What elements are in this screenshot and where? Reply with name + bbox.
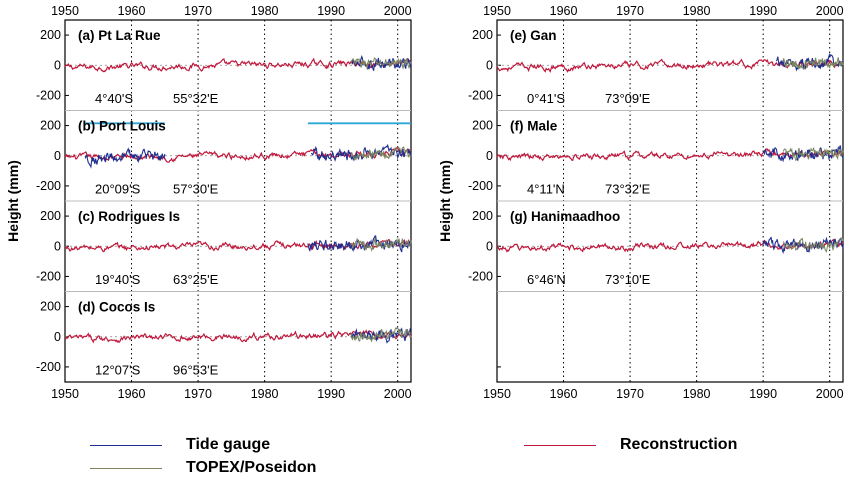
legend-reconstruction-swatch [524,444,596,446]
x-tick-label-top: 1990 [317,4,345,18]
legend-topex-swatch [90,467,162,469]
panel-latitude: 20°09'S [95,182,141,197]
x-tick-label-bottom: 1950 [51,387,79,401]
x-tick-label-top: 1950 [51,4,79,18]
x-tick-label-top: 1980 [683,4,711,18]
panel-longitude: 96°53'E [173,363,219,378]
y-tick-label: -200 [468,88,493,102]
x-tick-label-bottom: 1960 [550,387,578,401]
topex-line [782,57,844,71]
x-tick-label-top: 1970 [616,4,644,18]
x-tick-label-top: 1990 [749,4,777,18]
panel-label: (a) Pt La Rue [78,28,161,43]
x-tick-label-top: 1950 [483,4,511,18]
left-axes: 1950 1950 1960 1960 1970 1970 1980 1980 1990 1990… [5,4,412,401]
x-tick-label-bottom: 1990 [317,387,345,401]
legend-topex: TOPEX/Poseidon [90,459,316,477]
x-tick-label-bottom: 1990 [749,387,777,401]
topex-line [782,236,844,253]
x-tick-label-bottom: 1980 [251,387,279,401]
y-tick-label: 200 [40,28,61,42]
panel-3: (d) Cocos Is 12°07'S 96°53'E [64,300,412,378]
topex-line [782,147,844,162]
y-tick-label: 200 [472,209,493,223]
y-tick-label: -200 [36,88,61,102]
y-tick-label: 0 [486,58,493,72]
y-tick-label: 0 [54,149,61,163]
panel-label: (d) Cocos Is [78,300,155,315]
panel-1: (b) Port Louis 20°09'S 57°30'E [64,119,412,197]
panel-label: (g) Hanimaadhoo [510,209,620,224]
tide-gauge-line [84,147,166,169]
reconstruction-line [64,329,412,344]
y-tick-label: 200 [40,209,61,223]
y-tick-label: 0 [54,239,61,253]
panel-label: (e) Gan [510,28,557,43]
tide-gauge-line [775,52,844,72]
panel-longitude: 73°10'E [605,272,651,287]
y-axis-label: Height (mm) [5,160,21,242]
y-tick-label: -200 [36,360,61,374]
panel-0: (a) Pt La Rue 4°40'S 55°32'E [64,28,412,106]
panel-longitude: 73°09'E [605,91,651,106]
y-tick-label: 200 [40,300,61,314]
panel-longitude: 63°25'E [173,272,219,287]
x-tick-label-bottom: 2000 [816,387,844,401]
topex-line [350,236,412,252]
y-tick-label: -200 [468,269,493,283]
x-tick-label-top: 2000 [816,4,844,18]
panel-latitude: 4°11'N [527,182,565,197]
legend-tide-gauge-label: Tide gauge [186,436,271,453]
topex-line [351,146,411,161]
x-tick-label-bottom: 1980 [683,387,711,401]
y-axis-label: Height (mm) [437,160,453,242]
panel-6: (g) Hanimaadhoo 6°46'N 73°10'E [496,209,844,287]
panel-latitude: 0°41'S [527,91,565,106]
panel-longitude: 55°32'E [173,91,219,106]
panel-4: (e) Gan 0°41'S 73°09'E [496,28,844,106]
y-tick-label: -200 [36,269,61,283]
y-tick-label: 0 [54,58,61,72]
x-tick-label-top: 1960 [550,4,578,18]
y-tick-label: 0 [54,330,61,344]
y-tick-label: 200 [472,28,493,42]
panel-label: (c) Rodrigues Is [78,209,180,224]
x-tick-label-top: 1980 [251,4,279,18]
x-tick-label-top: 1960 [118,4,146,18]
x-tick-label-top: 2000 [384,4,412,18]
x-tick-label-bottom: 1950 [483,387,511,401]
x-tick-label-bottom: 2000 [384,387,412,401]
panel-latitude: 4°40'S [95,91,133,106]
legend-reconstruction: Reconstruction [524,436,737,454]
legend-tide-gauge: Tide gauge [90,436,270,454]
legend-reconstruction-label: Reconstruction [620,436,738,453]
y-tick-label: 200 [40,119,61,133]
panel-longitude: 73°32'E [605,182,651,197]
tide-gauge-line [762,236,844,255]
legend-tide-gauge-swatch [90,444,162,446]
right-axes: 1950 1950 1960 1960 1970 1970 1980 1980 1990 1990… [437,4,844,401]
y-tick-label: 0 [486,149,493,163]
x-tick-label-top: 1970 [184,4,212,18]
reconstruction-line [496,238,844,253]
y-tick-label: 200 [472,119,493,133]
panel-latitude: 12°07'S [95,363,141,378]
panel-2: (c) Rodrigues Is 19°40'S 63°25'E [64,209,412,287]
panel-latitude: 6°46'N [527,272,566,287]
topex-line [350,326,412,343]
x-tick-label-bottom: 1970 [184,387,212,401]
x-tick-label-bottom: 1970 [616,387,644,401]
y-tick-label: -200 [36,179,61,193]
y-tick-label: -200 [468,179,493,193]
x-tick-label-bottom: 1960 [118,387,146,401]
panel-5: (f) Male 4°11'N 73°32'E [496,119,844,197]
panel-label: (b) Port Louis [78,119,166,134]
panel-latitude: 19°40'S [95,272,141,287]
panel-label: (f) Male [510,119,558,134]
y-tick-label: 0 [486,239,493,253]
legend-topex-label: TOPEX/Poseidon [186,459,317,476]
panel-longitude: 57°30'E [173,182,219,197]
topex-line [350,57,412,70]
